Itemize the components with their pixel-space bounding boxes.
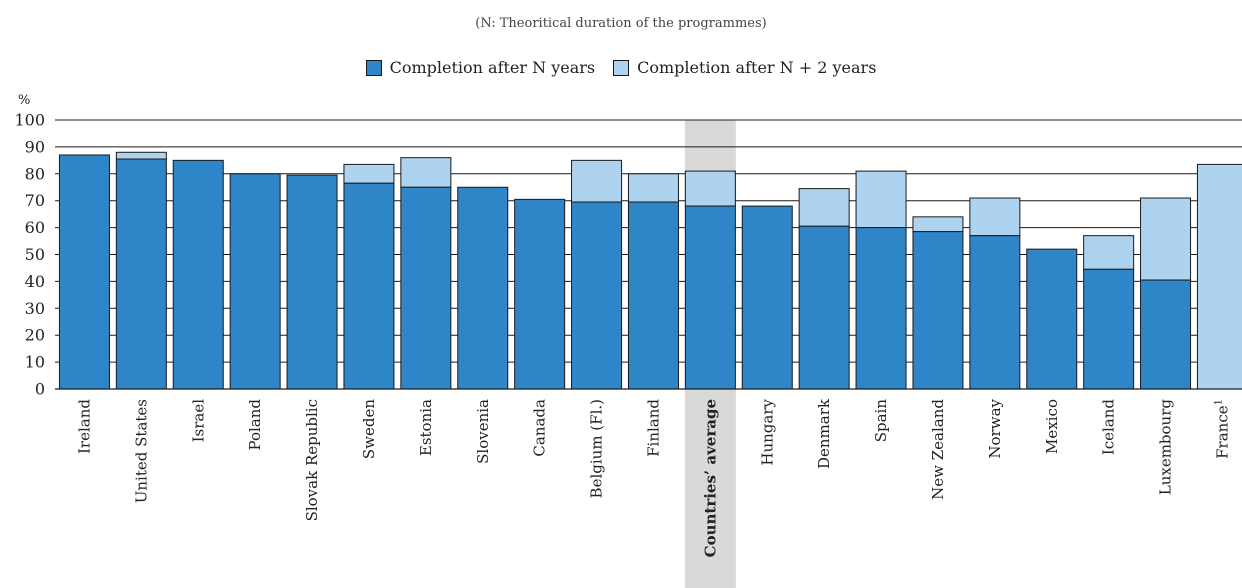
category-label: Slovenia	[474, 399, 492, 464]
bar-n-plus-2-years	[571, 159, 623, 203]
bar-n-years	[172, 159, 224, 390]
category-label: New Zealand	[929, 399, 947, 500]
bar-n-years	[229, 173, 281, 390]
bar-n-plus-2-years	[1083, 235, 1135, 270]
category-label: Slovak Republic	[303, 399, 321, 521]
bar-n-plus-2-years	[969, 197, 1021, 237]
y-tick-label: 50	[25, 245, 45, 264]
bar-n-plus-2-years	[1196, 163, 1242, 390]
y-tick-label: 20	[25, 326, 45, 345]
y-tick-label: 40	[25, 272, 45, 291]
bar-n-years	[969, 235, 1021, 390]
category-label: Canada	[531, 399, 549, 457]
y-tick-label: 100	[14, 111, 45, 130]
bar-n-years	[343, 182, 395, 390]
bar-n-years	[798, 225, 850, 390]
chart-legend: Completion after N years Completion afte…	[0, 58, 1242, 77]
bar-n-years	[1140, 279, 1192, 390]
category-label: Poland	[246, 399, 264, 451]
bar-n-plus-2-years	[798, 188, 850, 227]
bar-n-years	[400, 186, 452, 390]
category-label: Mexico	[1043, 399, 1061, 454]
category-label: France1	[1213, 399, 1231, 459]
bar-n-years	[286, 174, 338, 390]
bar-n-years	[912, 231, 964, 390]
category-label: Spain	[872, 399, 890, 443]
y-tick-label: 60	[25, 218, 45, 237]
bar-n-years	[115, 158, 167, 390]
y-tick-label: 30	[25, 299, 45, 318]
bar-n-years	[1026, 248, 1078, 390]
bar-n-years	[457, 186, 509, 390]
category-label: Norway	[986, 398, 1004, 458]
category-label: Israel	[189, 399, 207, 443]
bar-n-plus-2-years	[400, 157, 452, 188]
category-label: Iceland	[1100, 399, 1118, 456]
bar-n-years	[855, 227, 907, 390]
category-label: Belgium (Fl.)	[588, 399, 606, 498]
legend-swatch-n-plus-2-years	[613, 59, 630, 76]
bar-n-plus-2-years	[912, 216, 964, 233]
bar-n-years	[58, 154, 110, 390]
category-label: United States	[132, 399, 150, 503]
y-tick-label: 0	[35, 380, 45, 399]
y-tick-label: 80	[25, 164, 45, 183]
bar-n-years	[571, 201, 623, 390]
legend-item-n-years: Completion after N years	[365, 58, 596, 77]
bar-n-plus-2-years	[343, 163, 395, 184]
category-label: Finland	[644, 399, 662, 457]
legend-swatch-n-years	[365, 59, 382, 76]
category-label: Hungary	[758, 398, 776, 465]
bar-n-years	[514, 198, 566, 390]
chart-subtitle: (N: Theoritical duration of the programm…	[475, 16, 767, 31]
bar-n-years	[627, 201, 679, 390]
category-label: Luxembourg	[1157, 399, 1175, 496]
y-axis-unit-label: %	[18, 93, 30, 108]
bar-n-plus-2-years	[684, 170, 736, 207]
legend-label-n-plus-2-years: Completion after N + 2 years	[637, 58, 877, 77]
category-label: Denmark	[815, 398, 833, 469]
bar-n-years	[741, 205, 793, 390]
category-label: Countries’ average	[701, 399, 719, 557]
legend-label-n-years: Completion after N years	[389, 58, 596, 77]
y-tick-label: 90	[25, 137, 45, 156]
bar-n-years	[1083, 268, 1135, 390]
bar-n-plus-2-years	[115, 151, 167, 160]
category-label: Ireland	[75, 399, 93, 454]
y-tick-label: 70	[25, 191, 45, 210]
bar-n-plus-2-years	[1140, 197, 1192, 281]
legend-item-n-plus-2-years: Completion after N + 2 years	[613, 58, 876, 77]
bar-n-years	[684, 205, 736, 390]
category-label: Estonia	[417, 399, 435, 456]
y-tick-label: 10	[25, 353, 45, 372]
bar-n-plus-2-years	[627, 173, 679, 203]
category-label: Sweden	[360, 399, 378, 459]
bar-n-plus-2-years	[855, 170, 907, 229]
